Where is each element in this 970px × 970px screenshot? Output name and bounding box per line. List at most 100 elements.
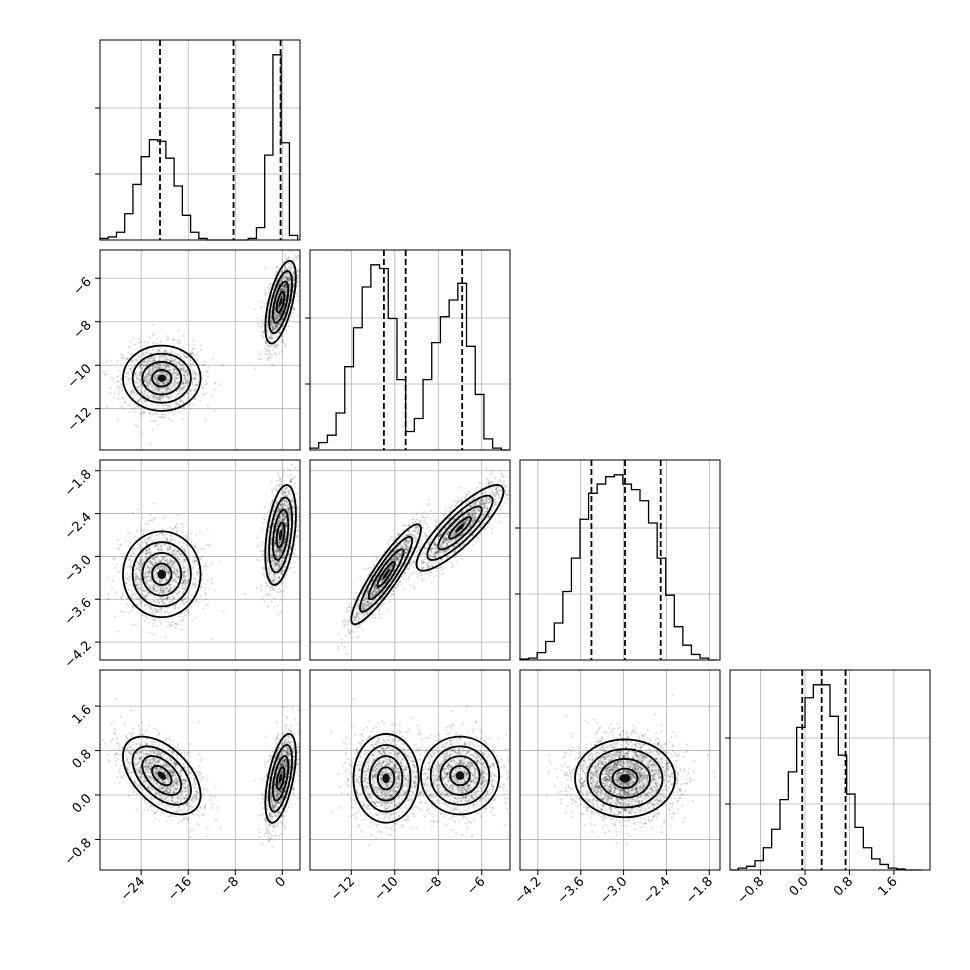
sample-point <box>178 386 182 389</box>
sample-point <box>193 585 197 588</box>
sample-point <box>165 597 168 600</box>
sample-point <box>171 372 174 376</box>
sample-point <box>158 365 161 368</box>
sample-point <box>182 563 185 567</box>
sample-point <box>151 589 154 592</box>
sample-point <box>181 587 184 590</box>
sample-point <box>148 560 151 564</box>
sample-point <box>149 381 152 384</box>
sample-point <box>194 560 197 563</box>
sample-point <box>134 358 137 361</box>
sample-point <box>162 404 165 407</box>
sample-point <box>171 527 174 531</box>
sample-point <box>150 551 153 554</box>
sample-point <box>187 578 190 582</box>
sample-point <box>273 328 276 331</box>
sample-point <box>172 597 175 600</box>
sample-point <box>139 368 142 371</box>
sample-point <box>295 292 298 295</box>
sample-point <box>145 352 148 355</box>
sample-point <box>148 536 151 539</box>
sample-point <box>141 593 144 596</box>
sample-point <box>139 602 142 605</box>
sample-point <box>169 360 172 363</box>
sample-point <box>286 277 289 280</box>
sample-point <box>165 569 168 572</box>
hist-frame <box>99 39 301 241</box>
sample-point <box>135 374 138 377</box>
sample-point <box>164 354 167 357</box>
sample-point <box>182 555 185 558</box>
sample-point <box>175 522 178 525</box>
sample-point <box>113 392 116 395</box>
sample-point <box>153 375 156 378</box>
sample-point <box>273 325 276 328</box>
sample-point <box>284 275 287 278</box>
sample-point <box>157 592 160 595</box>
sample-point <box>167 375 170 378</box>
sample-point <box>161 391 164 394</box>
sample-point <box>160 363 163 366</box>
sample-point <box>160 543 164 547</box>
sample-point <box>154 365 157 369</box>
sample-point <box>172 375 175 378</box>
sample-point <box>152 395 155 398</box>
sample-point <box>131 593 134 596</box>
sample-point <box>179 552 182 555</box>
sample-point <box>159 622 163 626</box>
sample-point <box>127 404 130 407</box>
sample-point <box>134 573 137 576</box>
sample-point <box>132 592 135 596</box>
sample-point <box>162 597 165 600</box>
sample-point <box>152 587 156 590</box>
sample-point <box>174 361 177 364</box>
sample-point <box>283 286 286 289</box>
sample-point <box>264 294 267 297</box>
sample-point <box>184 584 187 587</box>
sample-point <box>153 375 156 378</box>
sample-point <box>280 610 283 613</box>
sample-point <box>167 397 170 400</box>
sample-point <box>193 577 196 580</box>
sample-point <box>275 325 278 328</box>
sample-point <box>164 559 167 562</box>
sample-point <box>264 341 267 344</box>
sample-point <box>129 564 132 567</box>
sample-point <box>161 370 164 373</box>
sample-point <box>150 384 153 387</box>
sample-point <box>175 572 178 575</box>
sample-point <box>150 566 153 569</box>
sample-point <box>175 383 179 386</box>
sample-point <box>197 373 200 376</box>
sample-point <box>159 560 162 563</box>
sample-point <box>280 278 283 281</box>
sample-point <box>143 389 146 392</box>
sample-point <box>183 354 186 357</box>
sample-point <box>174 379 177 382</box>
sample-point <box>172 368 175 371</box>
sample-point <box>170 393 173 396</box>
sample-point <box>146 565 149 569</box>
sample-point <box>147 552 150 555</box>
sample-point <box>172 380 175 383</box>
sample-point <box>142 560 145 563</box>
sample-point <box>157 386 160 389</box>
sample-point <box>178 339 181 342</box>
sample-point <box>155 624 159 627</box>
sample-point <box>155 355 158 359</box>
sample-point <box>143 400 146 403</box>
sample-point <box>170 356 173 360</box>
sample-point <box>193 398 196 401</box>
sample-point <box>159 367 162 370</box>
sample-point <box>151 403 154 406</box>
sample-point <box>270 315 273 318</box>
sample-point <box>151 617 154 621</box>
sample-point <box>182 387 186 390</box>
sample-point <box>158 398 161 401</box>
sample-point <box>133 403 136 406</box>
sample-point <box>273 328 276 331</box>
sample-point <box>149 380 152 383</box>
sample-point <box>183 575 186 578</box>
sample-point <box>153 573 156 576</box>
sample-point <box>253 308 256 311</box>
